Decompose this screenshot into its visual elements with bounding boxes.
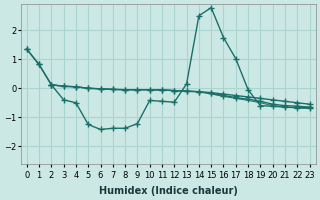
X-axis label: Humidex (Indice chaleur): Humidex (Indice chaleur): [99, 186, 237, 196]
